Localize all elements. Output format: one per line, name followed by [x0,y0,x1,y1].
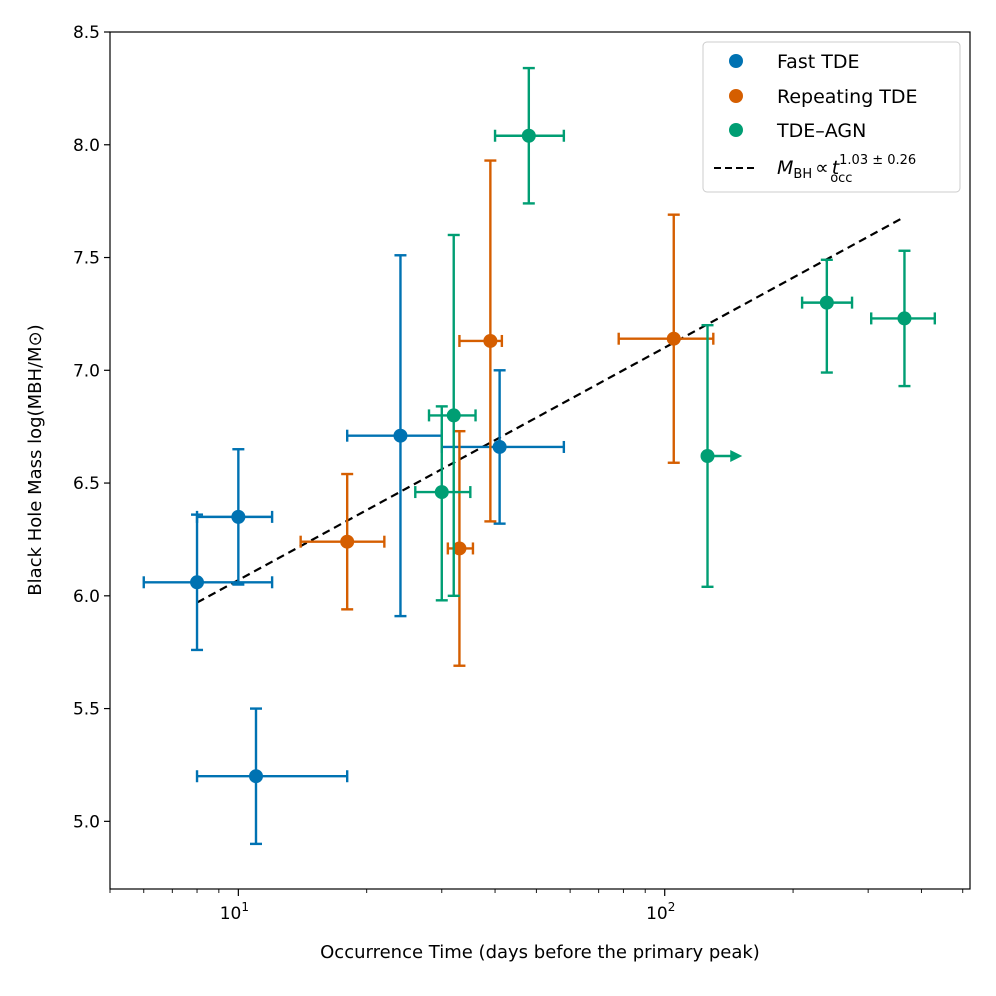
data-point [190,575,205,590]
data-point [897,311,912,326]
data-point [700,448,715,463]
y-tick-label: 5.5 [73,700,100,720]
y-tick-label: 5.0 [73,812,100,832]
data-point [819,295,834,310]
series-tde-agn [414,66,937,602]
axes-frame [109,31,971,890]
series-fast-tde [142,254,566,846]
x-axis-label: Occurrence Time (days before the primary… [320,942,760,963]
fit-line [196,215,905,604]
y-tick-label: 8.5 [73,23,100,43]
data-point [483,333,498,348]
series-repeating-tde [299,159,715,667]
y-tick-label: 6.0 [73,587,100,607]
legend-marker-repeating-tde [729,89,743,103]
data-point [521,128,536,143]
legend: Fast TDE Repeating TDE TDE–AGN MBH ∝ t1.03… [702,41,961,193]
data-point [666,331,681,346]
legend-label-tde-agn: TDE–AGN [776,120,866,142]
legend-label-fit: MBH ∝ t1.03 ± 0.26 occ [777,153,916,186]
legend-box [702,41,961,193]
x-tick-label: 101 [220,900,249,924]
data-point [452,541,467,556]
plot-marks [142,66,937,846]
legend-label-fast-tde: Fast TDE [777,51,859,73]
data-point [492,439,507,454]
data-point [446,408,461,423]
data-point [434,485,449,500]
legend-marker-tde-agn [729,123,743,137]
data-point [231,509,246,524]
y-tick-label: 7.5 [73,249,100,269]
y-axis-label: Black Hole Mass log(MBH/M⊙) [25,324,46,595]
x-tick-label: 102 [646,900,675,924]
y-tick-label: 6.5 [73,474,100,494]
lower-limit-arrow [730,449,743,462]
legend-marker-fast-tde [729,54,743,68]
data-point [393,428,408,443]
y-tick-label: 7.0 [73,361,100,381]
data-point [340,534,355,549]
data-point [248,769,263,784]
y-tick-label: 8.0 [73,136,100,156]
axis-ticks: 5.0 5.5 6.0 6.5 7.0 7.5 8.0 8.5 101 102 [73,23,964,924]
legend-label-repeating-tde: Repeating TDE [777,86,918,108]
